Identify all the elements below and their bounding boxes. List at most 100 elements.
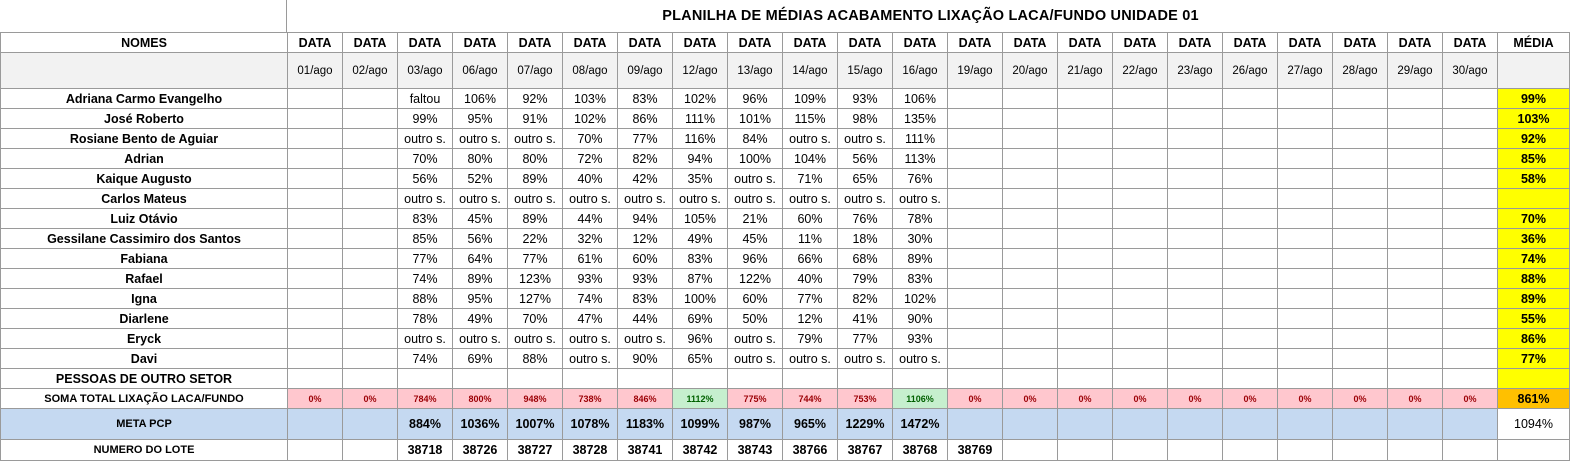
date-cell[interactable]: 03/ago [397, 52, 453, 89]
score-cell[interactable]: outro s. [562, 348, 618, 369]
score-cell[interactable] [1167, 348, 1223, 369]
score-cell[interactable] [1002, 108, 1058, 129]
score-cell[interactable]: 42% [617, 168, 673, 189]
score-cell[interactable] [947, 208, 1003, 229]
score-cell[interactable] [1387, 288, 1443, 309]
soma-cell[interactable]: 948% [507, 388, 563, 409]
person-name[interactable]: José Roberto [0, 108, 288, 129]
score-cell[interactable]: 123% [507, 268, 563, 289]
score-cell[interactable] [1387, 248, 1443, 269]
score-cell[interactable] [1112, 348, 1168, 369]
score-cell[interactable] [1277, 308, 1333, 329]
data-header[interactable]: DATA [837, 32, 893, 53]
score-cell[interactable] [1442, 188, 1498, 209]
score-cell[interactable] [1112, 188, 1168, 209]
score-cell[interactable] [947, 328, 1003, 349]
score-cell[interactable]: 70% [507, 308, 563, 329]
score-cell[interactable] [947, 228, 1003, 249]
score-cell[interactable]: 70% [397, 148, 453, 169]
soma-cell[interactable]: 744% [782, 388, 838, 409]
soma-cell[interactable]: 0% [342, 388, 398, 409]
score-cell[interactable]: 102% [892, 288, 948, 309]
score-cell[interactable]: 78% [397, 308, 453, 329]
meta-cell[interactable]: 1229% [837, 408, 893, 440]
data-header[interactable]: DATA [1442, 32, 1498, 53]
lote-cell[interactable]: 38718 [397, 439, 453, 461]
data-header[interactable]: DATA [1002, 32, 1058, 53]
person-name[interactable]: Davi [0, 348, 288, 369]
score-cell[interactable] [947, 188, 1003, 209]
score-cell[interactable] [287, 88, 343, 109]
score-cell[interactable]: 101% [727, 108, 783, 129]
person-media[interactable]: 85% [1497, 148, 1570, 169]
score-cell[interactable] [1112, 368, 1168, 389]
score-cell[interactable]: 83% [617, 288, 673, 309]
meta-cell[interactable] [1332, 408, 1388, 440]
data-header[interactable]: DATA [947, 32, 1003, 53]
score-cell[interactable]: 74% [397, 268, 453, 289]
lote-cell[interactable]: 38766 [782, 439, 838, 461]
person-media[interactable]: 86% [1497, 328, 1570, 349]
soma-cell[interactable]: 0% [1332, 388, 1388, 409]
data-header[interactable]: DATA [1387, 32, 1443, 53]
score-cell[interactable] [1277, 288, 1333, 309]
score-cell[interactable]: 105% [672, 208, 728, 229]
score-cell[interactable] [1002, 228, 1058, 249]
score-cell[interactable] [1167, 168, 1223, 189]
lote-cell[interactable]: 38768 [892, 439, 948, 461]
person-media[interactable]: 70% [1497, 208, 1570, 229]
score-cell[interactable]: 32% [562, 228, 618, 249]
score-cell[interactable] [1002, 308, 1058, 329]
soma-cell[interactable]: 784% [397, 388, 453, 409]
person-media[interactable]: 74% [1497, 248, 1570, 269]
score-cell[interactable] [562, 368, 618, 389]
data-header[interactable]: DATA [672, 32, 728, 53]
score-cell[interactable]: 116% [672, 128, 728, 149]
score-cell[interactable]: 11% [782, 228, 838, 249]
score-cell[interactable] [1332, 348, 1388, 369]
meta-cell[interactable]: 1078% [562, 408, 618, 440]
score-cell[interactable] [287, 228, 343, 249]
score-cell[interactable]: 93% [562, 268, 618, 289]
score-cell[interactable]: outro s. [727, 328, 783, 349]
soma-label[interactable]: SOMA TOTAL LIXAÇÃO LACA/FUNDO [0, 388, 288, 409]
score-cell[interactable] [1057, 368, 1113, 389]
score-cell[interactable]: 78% [892, 208, 948, 229]
score-cell[interactable] [1167, 128, 1223, 149]
score-cell[interactable]: 93% [837, 88, 893, 109]
score-cell[interactable] [947, 288, 1003, 309]
score-cell[interactable] [452, 368, 508, 389]
score-cell[interactable] [1222, 168, 1278, 189]
score-cell[interactable] [1167, 208, 1223, 229]
score-cell[interactable] [1277, 268, 1333, 289]
score-cell[interactable] [1167, 148, 1223, 169]
score-cell[interactable] [342, 88, 398, 109]
score-cell[interactable]: 74% [397, 348, 453, 369]
score-cell[interactable]: 50% [727, 308, 783, 329]
score-cell[interactable] [1442, 268, 1498, 289]
date-cell[interactable]: 28/ago [1332, 52, 1388, 89]
soma-cell[interactable]: 0% [287, 388, 343, 409]
lote-cell[interactable] [1112, 439, 1168, 461]
score-cell[interactable]: 77% [782, 288, 838, 309]
score-cell[interactable]: 80% [507, 148, 563, 169]
score-cell[interactable]: 64% [452, 248, 508, 269]
score-cell[interactable] [947, 108, 1003, 129]
soma-cell[interactable]: 0% [1387, 388, 1443, 409]
score-cell[interactable] [1057, 208, 1113, 229]
meta-cell[interactable] [1222, 408, 1278, 440]
score-cell[interactable] [1112, 128, 1168, 149]
score-cell[interactable]: 84% [727, 128, 783, 149]
score-cell[interactable] [1387, 328, 1443, 349]
score-cell[interactable]: 12% [617, 228, 673, 249]
meta-cell[interactable]: 987% [727, 408, 783, 440]
score-cell[interactable]: 87% [672, 268, 728, 289]
score-cell[interactable] [342, 368, 398, 389]
score-cell[interactable] [342, 168, 398, 189]
score-cell[interactable]: 102% [562, 108, 618, 129]
score-cell[interactable] [507, 368, 563, 389]
score-cell[interactable] [672, 368, 728, 389]
score-cell[interactable]: 99% [397, 108, 453, 129]
data-header[interactable]: DATA [782, 32, 838, 53]
score-cell[interactable]: 45% [727, 228, 783, 249]
